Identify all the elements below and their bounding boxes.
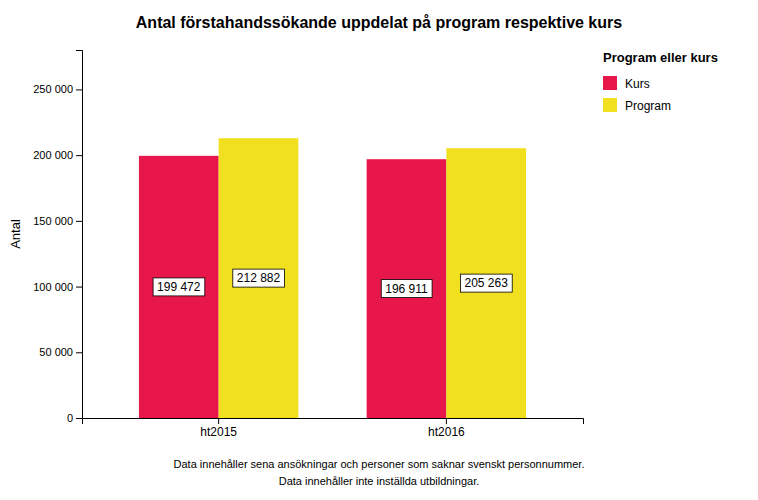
- data-labels: 199 472 196 911 212 882 205 263: [153, 269, 512, 297]
- data-label-box: [461, 274, 513, 292]
- data-label-group: 196 911: [381, 280, 432, 298]
- x-tick-label: ht2015: [200, 425, 237, 439]
- y-tick: 250 000: [33, 83, 82, 95]
- data-label-box: [381, 280, 432, 298]
- legend-swatch: [603, 98, 617, 112]
- chart: Antal förstahandssökande uppdelat på pro…: [0, 0, 758, 500]
- y-tick-label: 200 000: [33, 149, 73, 161]
- bar: [446, 148, 526, 418]
- y-tick: 50 000: [39, 346, 82, 358]
- y-tick: 200 000: [33, 149, 82, 161]
- footnote: Data innehåller inte inställda utbildnin…: [279, 475, 480, 487]
- y-tick-mark: [76, 418, 82, 419]
- y-tick-mark: [76, 352, 82, 353]
- y-tick-label: 0: [67, 412, 73, 424]
- title: Antal förstahandssökande uppdelat på pro…: [136, 14, 622, 31]
- y-tick-mark: [76, 287, 82, 288]
- data-label-box: [233, 269, 285, 287]
- legend-label: Kurs: [625, 77, 650, 91]
- legend-title: Program eller kurs: [603, 50, 718, 65]
- bar: [219, 138, 299, 418]
- legend-item: Kurs: [603, 76, 650, 91]
- x-tick: ht2016: [428, 418, 465, 439]
- x-tick-mark: [218, 418, 219, 424]
- bars: [139, 138, 526, 418]
- data-label-group: 212 882: [233, 269, 285, 287]
- y-axis-title: Antal: [8, 219, 23, 249]
- y-tick: 150 000: [33, 215, 82, 227]
- y-tick-label: 50 000: [39, 346, 73, 358]
- x-axis-line: [83, 419, 584, 425]
- bar: [139, 156, 219, 418]
- data-label: 212 882: [237, 271, 281, 285]
- legend-swatch: [603, 76, 617, 90]
- y-tick-mark: [76, 221, 82, 222]
- data-label-box: [153, 278, 205, 296]
- bar: [367, 159, 447, 418]
- y-tick: 0: [67, 412, 82, 424]
- x-axis: ht2015 ht2016: [83, 418, 584, 439]
- legend-label: Program: [625, 99, 671, 113]
- y-tick-label: 100 000: [33, 281, 73, 293]
- data-label: 205 263: [465, 276, 509, 290]
- bar-series: [219, 138, 526, 418]
- x-tick-mark: [446, 418, 447, 424]
- y-axis-line: [76, 51, 83, 419]
- x-tick-label: ht2016: [428, 425, 465, 439]
- data-label: 199 472: [157, 280, 201, 294]
- y-axis: 0 50 000 100 000 150 000 200 000 250 000: [33, 51, 82, 425]
- y-tick-label: 150 000: [33, 215, 73, 227]
- legend: Program eller kurs Kurs Program: [603, 50, 718, 113]
- plot: 0 50 000 100 000 150 000 200 000 250 000 199 4…: [33, 51, 583, 439]
- y-tick-mark: [76, 155, 82, 156]
- footnote: Data innehåller sena ansökningar och per…: [174, 458, 585, 470]
- y-tick-mark: [76, 89, 82, 90]
- y-tick: 100 000: [33, 281, 82, 293]
- legend-item: Program: [603, 98, 671, 113]
- y-tick-label: 250 000: [33, 83, 73, 95]
- data-label-group: 205 263: [461, 274, 513, 292]
- data-label-group: 199 472: [153, 278, 205, 296]
- x-tick: ht2015: [200, 418, 237, 439]
- data-label: 196 911: [385, 282, 428, 296]
